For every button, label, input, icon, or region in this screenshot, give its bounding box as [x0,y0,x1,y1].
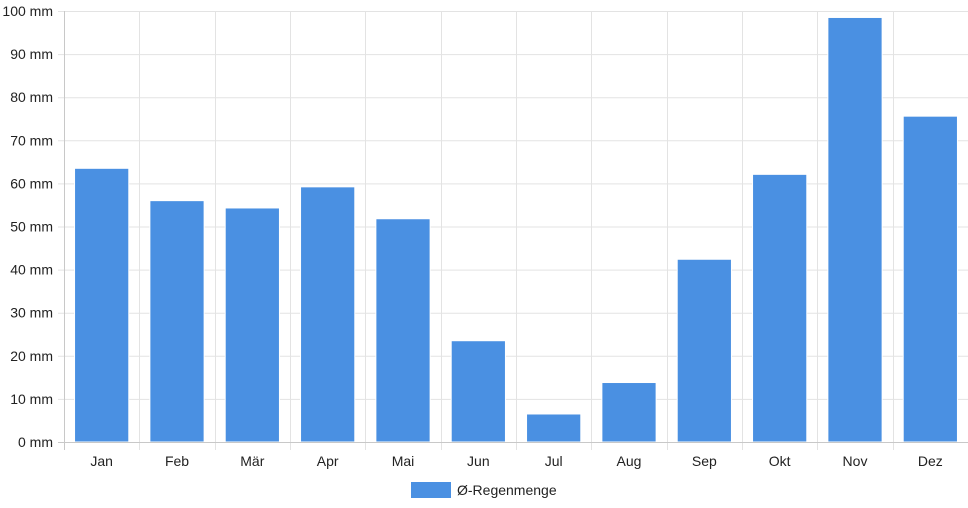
y-tick-label: 20 mm [10,348,53,364]
axes [58,11,968,450]
bar-mär[interactable] [224,207,280,443]
x-tick-label: Jun [467,453,490,469]
bar-jan[interactable] [74,167,130,443]
x-axis-tick-labels: Jan Feb Mär Apr Mai Jun Jul Aug Sep Okt Nov Dez [90,453,942,469]
x-tick-label: Jan [90,453,113,469]
y-tick-label: 10 mm [10,391,53,407]
bar-nov[interactable] [827,16,883,443]
bar-apr[interactable] [300,186,356,443]
x-tick-label: Mär [240,453,264,469]
y-tick-label: 100 mm [2,3,53,19]
bar-sep[interactable] [676,258,732,443]
bars [74,16,958,443]
y-tick-label: 70 mm [10,132,53,148]
x-tick-label: Sep [692,453,717,469]
x-tick-label: Dez [918,453,943,469]
x-tick-label: Aug [617,453,642,469]
bar-aug[interactable] [601,382,657,443]
x-tick-label: Jul [545,453,563,469]
y-tick-label: 30 mm [10,305,53,321]
y-tick-label: 50 mm [10,219,53,235]
x-tick-label: Okt [769,453,791,469]
y-axis-tick-labels: 0 mm 10 mm 20 mm 30 mm 40 mm 50 mm 60 mm 70 mm 8… [2,3,53,450]
bar-jul[interactable] [526,413,582,443]
legend-swatch[interactable] [411,482,451,498]
bar-mai[interactable] [375,218,431,443]
x-tick-label: Feb [165,453,189,469]
x-tick-label: Nov [843,453,868,469]
y-tick-label: 40 mm [10,262,53,278]
legend-label[interactable]: Ø-Regenmenge [457,482,557,498]
x-tick-label: Apr [317,453,339,469]
legend[interactable]: Ø-Regenmenge [411,482,557,498]
bar-okt[interactable] [752,173,808,443]
bar-feb[interactable] [149,200,205,443]
y-tick-label: 80 mm [10,89,53,105]
bar-dez[interactable] [902,115,958,443]
y-tick-label: 0 mm [18,434,53,450]
x-tick-label: Mai [392,453,415,469]
y-tick-label: 60 mm [10,175,53,191]
y-tick-label: 90 mm [10,46,53,62]
bar-jun[interactable] [450,340,506,443]
